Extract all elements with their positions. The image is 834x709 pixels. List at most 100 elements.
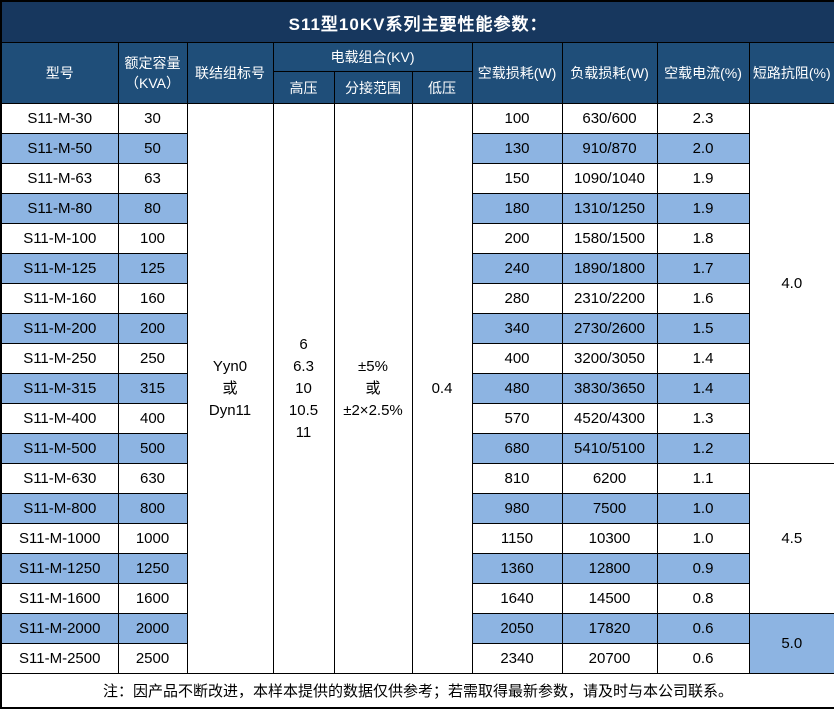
cell-no-load-current: 1.5: [656, 313, 750, 344]
cell-no-load-current: 1.3: [656, 403, 750, 434]
cell-impedance-group-2: 4.5: [748, 463, 834, 614]
cell-no-load-current: 1.7: [656, 253, 750, 284]
cell-no-load-loss: 570: [471, 403, 563, 434]
cell-no-load-loss: 680: [471, 433, 563, 464]
table-row: S11-M-800 800 980 7500 1.0: [0, 493, 834, 524]
footer-note-row: 注：因产品不断改进，本样本提供的数据仅供参考；若需取得最新参数，请及时与本公司联…: [0, 673, 834, 709]
cell-no-load-loss: 240: [471, 253, 563, 284]
cell-capacity: 160: [117, 283, 188, 314]
table-row: S11-M-200 200 340 2730/2600 1.5: [0, 313, 834, 344]
header-connection: 联结组标号: [186, 42, 274, 104]
cell-load-loss: 1580/1500: [561, 223, 658, 254]
cell-capacity: 500: [117, 433, 188, 464]
header-hv: 高压: [272, 71, 335, 104]
cell-no-load-loss: 180: [471, 193, 563, 224]
cell-model: S11-M-80: [0, 193, 119, 224]
cell-no-load-current: 1.4: [656, 343, 750, 374]
header-row-top: 型号 额定容量 （KVA） 联结组标号 电载组合(KV) 空载损耗(W) 负载损…: [0, 42, 834, 104]
table-row: S11-M-315 315 480 3830/3650 1.4: [0, 373, 834, 404]
cell-load-loss: 5410/5100: [561, 433, 658, 464]
cell-tap-range: ±5% 或 ±2×2.5%: [333, 103, 413, 674]
cell-capacity: 630: [117, 463, 188, 494]
header-tap-range: 分接范围: [333, 71, 413, 104]
cell-no-load-loss: 810: [471, 463, 563, 494]
cell-no-load-loss: 130: [471, 133, 563, 164]
cell-model: S11-M-63: [0, 163, 119, 194]
cell-model: S11-M-30: [0, 103, 119, 134]
cell-no-load-loss: 480: [471, 373, 563, 404]
cell-no-load-current: 0.6: [656, 643, 750, 674]
header-row-sub: 高压 分接范围 低压: [1, 71, 834, 104]
cell-model: S11-M-125: [0, 253, 119, 284]
cell-no-load-loss: 400: [471, 343, 563, 374]
cell-no-load-current: 1.0: [656, 493, 750, 524]
cell-model: S11-M-2500: [0, 643, 119, 674]
table-row: S11-M-2500 2500 2340 20700 0.6: [0, 643, 834, 674]
cell-no-load-current: 1.6: [656, 283, 750, 314]
cell-load-loss: 3830/3650: [561, 373, 658, 404]
table-row: S11-M-1000 1000 1150 10300 1.0: [0, 523, 834, 554]
table-row: S11-M-63 63 150 1090/1040 1.9: [0, 163, 834, 194]
cell-no-load-current: 1.2: [656, 433, 750, 464]
cell-load-loss: 910/870: [561, 133, 658, 164]
cell-load-loss: 1890/1800: [561, 253, 658, 284]
cell-hv-values: 6 6.3 10 10.5 11: [272, 103, 335, 674]
cell-capacity: 30: [117, 103, 188, 134]
cell-load-loss: 6200: [561, 463, 658, 494]
cell-model: S11-M-100: [0, 223, 119, 254]
cell-no-load-current: 1.9: [656, 163, 750, 194]
cell-no-load-loss: 280: [471, 283, 563, 314]
cell-no-load-loss: 1150: [471, 523, 563, 554]
header-capacity: 额定容量 （KVA）: [117, 42, 188, 104]
cell-model: S11-M-500: [0, 433, 119, 464]
table-row: S11-M-1600 1600 1640 14500 0.8: [0, 583, 834, 614]
cell-impedance-group-3: 5.0: [748, 613, 834, 674]
table-row: S11-M-630 630 810 6200 1.1 4.5: [0, 463, 834, 614]
cell-model: S11-M-1600: [0, 583, 119, 614]
cell-load-loss: 630/600: [561, 103, 658, 134]
cell-model: S11-M-160: [0, 283, 119, 314]
cell-capacity: 315: [117, 373, 188, 404]
header-impedance: 短路抗阻(%): [748, 42, 834, 104]
header-capacity-line2: （KVA）: [125, 75, 180, 91]
table-row: S11-M-2000 2000 2050 17820 0.6 5.0: [0, 613, 834, 674]
cell-no-load-current: 1.1: [656, 463, 750, 494]
cell-capacity: 63: [117, 163, 188, 194]
cell-no-load-loss: 2340: [471, 643, 563, 674]
tap-range-text: ±5% 或 ±2×2.5%: [343, 357, 403, 419]
header-model: 型号: [0, 42, 119, 104]
footer-note: 注：因产品不断改进，本样本提供的数据仅供参考；若需取得最新参数，请及时与本公司联…: [0, 673, 834, 709]
cell-model: S11-M-800: [0, 493, 119, 524]
cell-load-loss: 3200/3050: [561, 343, 658, 374]
cell-capacity: 80: [117, 193, 188, 224]
cell-no-load-current: 1.4: [656, 373, 750, 404]
cell-load-loss: 2310/2200: [561, 283, 658, 314]
cell-no-load-current: 0.8: [656, 583, 750, 614]
cell-model: S11-M-315: [0, 373, 119, 404]
table-row: S11-M-80 80 180 1310/1250 1.9: [0, 193, 834, 224]
header-no-load-loss: 空载损耗(W): [471, 42, 563, 104]
cell-no-load-current: 0.6: [656, 613, 750, 644]
connection-group-text: Yyn0 或 Dyn11: [208, 357, 252, 419]
table-row: S11-M-1250 1250 1360 12800 0.9: [0, 553, 834, 584]
cell-model: S11-M-1250: [0, 553, 119, 584]
cell-load-loss: 10300: [561, 523, 658, 554]
cell-no-load-current: 1.8: [656, 223, 750, 254]
hv-values-text: 6 6.3 10 10.5 11: [288, 335, 319, 441]
cell-model: S11-M-50: [0, 133, 119, 164]
cell-capacity: 2000: [117, 613, 188, 644]
cell-load-loss: 17820: [561, 613, 658, 644]
table-title-row: S11型10KV系列主要性能参数：: [0, 0, 834, 43]
cell-capacity: 250: [117, 343, 188, 374]
cell-capacity: 400: [117, 403, 188, 434]
cell-no-load-loss: 980: [471, 493, 563, 524]
cell-model: S11-M-250: [0, 343, 119, 374]
table-title: S11型10KV系列主要性能参数：: [0, 0, 834, 43]
header-lv: 低压: [411, 71, 473, 104]
cell-model: S11-M-200: [0, 313, 119, 344]
header-load-loss: 负载损耗(W): [561, 42, 658, 104]
table-row: S11-M-50 50 130 910/870 2.0: [0, 133, 834, 164]
cell-no-load-loss: 200: [471, 223, 563, 254]
table-row: S11-M-160 160 280 2310/2200 1.6: [0, 283, 834, 314]
